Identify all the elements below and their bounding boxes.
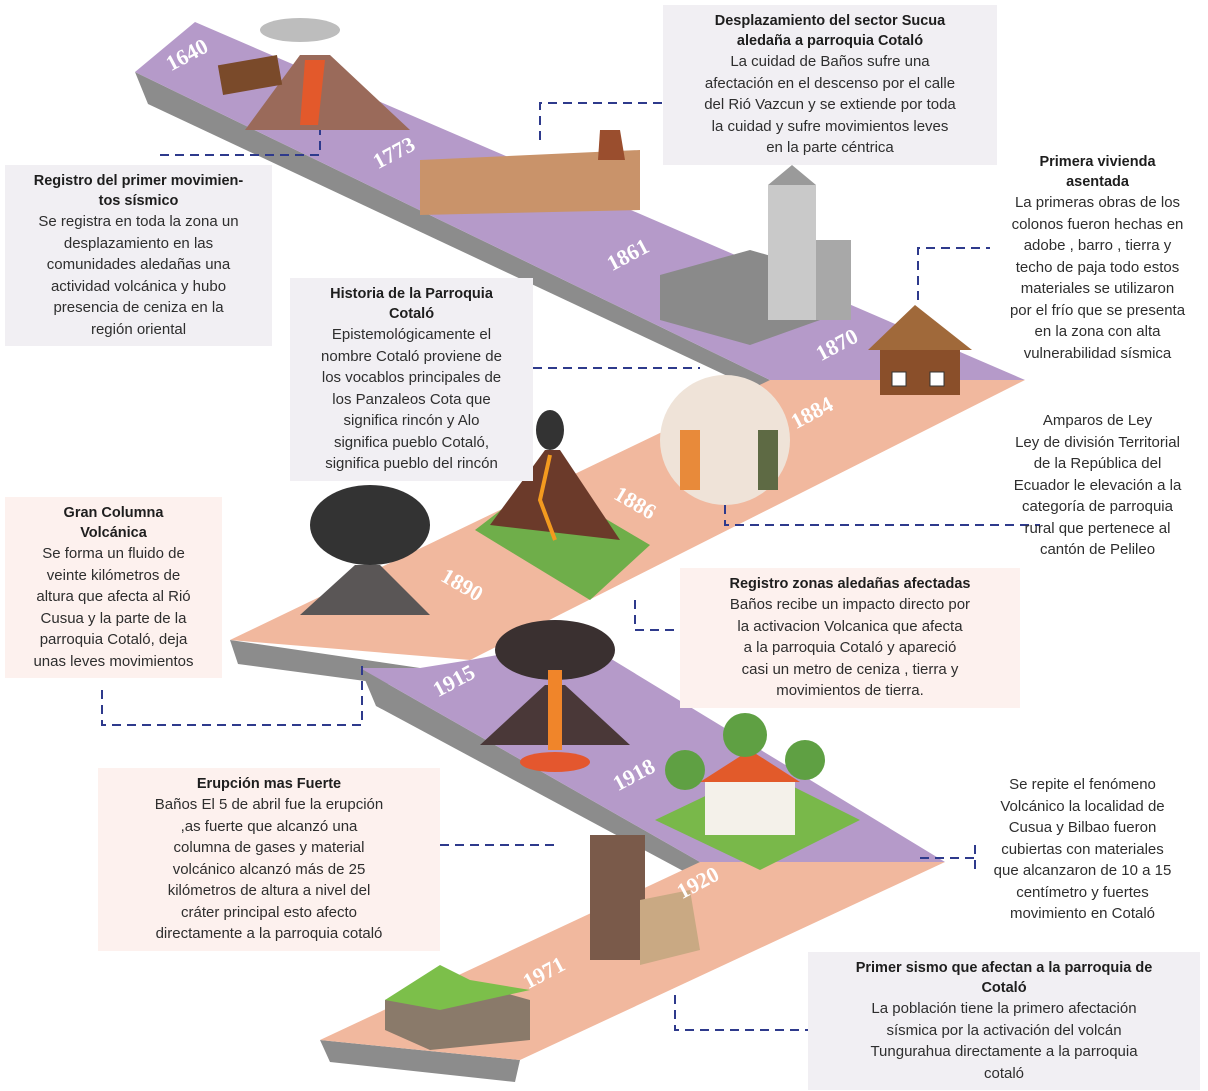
event-text: vulnerabilidad sísmica bbox=[994, 343, 1201, 365]
event-title: Primera vivienda bbox=[994, 152, 1201, 172]
event-text: la cuidad y sufre movimientos leves bbox=[667, 116, 993, 138]
event-text: categoría de parroquia bbox=[994, 496, 1201, 518]
event-title: Historia de la Parroquia bbox=[294, 284, 529, 304]
event-text: La primeras obras de los bbox=[994, 192, 1201, 214]
event-text: cantón de Pelileo bbox=[994, 539, 1201, 561]
event-text: Cusua y la parte de la bbox=[9, 608, 218, 630]
event-text: movimiento en Cotaló bbox=[969, 903, 1196, 925]
event-text: ,as fuerte que alcanzó una bbox=[102, 816, 436, 838]
event-text: adobe , barro , tierra y bbox=[994, 235, 1201, 257]
event-title: Registro zonas aledañas afectadas bbox=[684, 574, 1016, 594]
event-text: región oriental bbox=[9, 319, 268, 341]
event-text: los Panzaleos Cota que bbox=[294, 389, 529, 411]
event-text: que alcanzaron de 10 a 15 bbox=[969, 860, 1196, 882]
event-text: casi un metro de ceniza , tierra y bbox=[684, 659, 1016, 681]
event-text: Ley de división Territorial bbox=[994, 432, 1201, 454]
event-text: unas leves movimientos bbox=[9, 651, 218, 673]
event-text: centímetro y fuertes bbox=[969, 882, 1196, 904]
event-title: Volcánica bbox=[9, 523, 218, 543]
event-box: Primer sismo que afectan a la parroquia … bbox=[808, 952, 1200, 1090]
hut bbox=[868, 305, 972, 395]
event-title: tos sísmico bbox=[9, 191, 268, 211]
event-text: volcánico alcanzó más de 25 bbox=[102, 859, 436, 881]
event-text: Se registra en toda la zona un bbox=[9, 211, 268, 233]
event-title: Cotaló bbox=[294, 304, 529, 324]
ash-column bbox=[300, 485, 430, 615]
event-text: en la parte céntrica bbox=[667, 137, 993, 159]
event-title: Desplazamiento del sector Sucua bbox=[667, 11, 993, 31]
event-text: Se repite el fenómeno bbox=[969, 774, 1196, 796]
event-text: rural que pertenece al bbox=[994, 518, 1201, 540]
event-text: en la zona con alta bbox=[994, 321, 1201, 343]
event-title: asentada bbox=[994, 172, 1201, 192]
event-text: directamente a la parroquia cotaló bbox=[102, 923, 436, 945]
event-text: de la República del bbox=[994, 453, 1201, 475]
event-text: sísmica por la activación del volcán bbox=[812, 1020, 1196, 1042]
event-title: Cotaló bbox=[812, 978, 1196, 998]
event-text: a la parroquia Cotaló y apareció bbox=[684, 637, 1016, 659]
event-text: altura que afecta al Rió bbox=[9, 586, 218, 608]
event-text: techo de paja todo estos bbox=[994, 257, 1201, 279]
event-text: los vocablos principales de bbox=[294, 367, 529, 389]
event-text: Cusua y Bilbao fueron bbox=[969, 817, 1196, 839]
event-text: La cuidad de Baños sufre una bbox=[667, 51, 993, 73]
event-text: cotaló bbox=[812, 1063, 1196, 1085]
event-text: significa pueblo Cotaló, bbox=[294, 432, 529, 454]
event-text: Tungurahua directamente a la parroquia bbox=[812, 1041, 1196, 1063]
event-text: cubiertas con materiales bbox=[969, 839, 1196, 861]
event-text: materiales se utilizaron bbox=[994, 278, 1201, 300]
event-text: Volcánico la localidad de bbox=[969, 796, 1196, 818]
event-text: Amparos de Ley bbox=[994, 410, 1201, 432]
event-text: del Rió Vazcun y se extiende por toda bbox=[667, 94, 993, 116]
event-text: colonos fueron hechas en bbox=[994, 214, 1201, 236]
event-text: por el frío que se presenta bbox=[994, 300, 1201, 322]
event-text: Baños recibe un impacto directo por bbox=[684, 594, 1016, 616]
page: 1640177318611870188418861890191519181920… bbox=[0, 0, 1208, 1091]
event-title: Gran Columna bbox=[9, 503, 218, 523]
event-text: parroquia Cotaló, deja bbox=[9, 629, 218, 651]
event-text: la activacion Volcanica que afecta bbox=[684, 616, 1016, 638]
justice-scene bbox=[660, 375, 790, 505]
event-text: significa rincón y Alo bbox=[294, 410, 529, 432]
event-text: actividad volcánica y hubo bbox=[9, 276, 268, 298]
event-title: Primer sismo que afectan a la parroquia … bbox=[812, 958, 1196, 978]
event-text: comunidades aledañas una bbox=[9, 254, 268, 276]
event-text: significa pueblo del rincón bbox=[294, 453, 529, 475]
event-text: La población tiene la primero afectación bbox=[812, 998, 1196, 1020]
event-text: Baños El 5 de abril fue la erupción bbox=[102, 794, 436, 816]
event-text: Ecuador le elevación a la bbox=[994, 475, 1201, 497]
event-text: presencia de ceniza en la bbox=[9, 297, 268, 319]
event-title: Registro del primer movimien- bbox=[9, 171, 268, 191]
event-text: Se forma un fluido de bbox=[9, 543, 218, 565]
event-text: afectación en el descenso por el calle bbox=[667, 73, 993, 95]
event-title: Erupción mas Fuerte bbox=[102, 774, 436, 794]
event-title: aledaña a parroquia Cotaló bbox=[667, 31, 993, 51]
event-box: Registro del primer movimien-tos sísmico… bbox=[5, 165, 272, 346]
event-text: nombre Cotaló proviene de bbox=[294, 346, 529, 368]
event-text: kilómetros de altura a nivel del bbox=[102, 880, 436, 902]
event-text: columna de gases y material bbox=[102, 837, 436, 859]
event-text: veinte kilómetros de bbox=[9, 565, 218, 587]
event-text: cráter principal esto afecto bbox=[102, 902, 436, 924]
event-text: desplazamiento en las bbox=[9, 233, 268, 255]
event-text: Epistemológicamente el bbox=[294, 324, 529, 346]
event-text: movimientos de tierra. bbox=[684, 680, 1016, 702]
